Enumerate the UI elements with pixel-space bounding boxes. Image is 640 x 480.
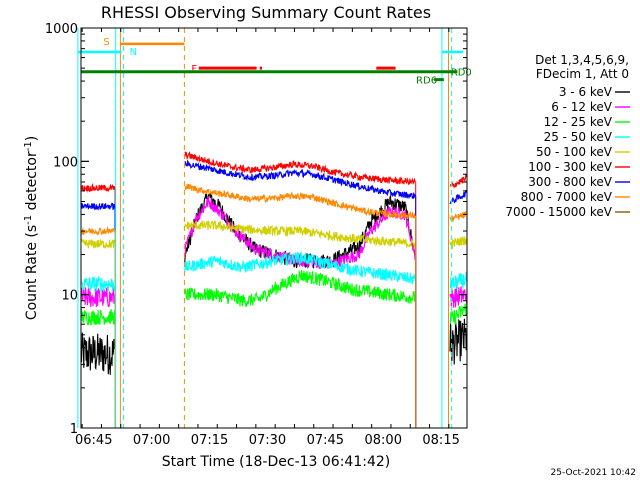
legend: Det 1,3,4,5,6,9, FDecim 1, Att 0 3 - 6 k… (505, 53, 630, 219)
legend-label-6-12-kev: 6 - 12 keV (551, 100, 613, 114)
series-line-25-50-kev (449, 271, 468, 291)
y-axis-title-part: detector (24, 151, 40, 215)
legend-label-100-300-kev: 100 - 300 keV (528, 160, 612, 174)
series-line-50-100-kev (184, 218, 417, 249)
series-line-100-300-kev (184, 151, 416, 185)
legend-label-50-100-kev: 50 - 100 keV (536, 145, 613, 159)
series-line-300-800-kev (184, 159, 417, 199)
legend-label-25-50-kev: 25 - 50 keV (544, 130, 613, 144)
plot-frame (80, 27, 468, 429)
y-tick-label: 1 (70, 422, 78, 437)
x-tick-label: 07:45 (307, 433, 344, 448)
series-line-3-6-kev (80, 332, 116, 375)
legend-label-300-800-kev: 300 - 800 keV (528, 175, 612, 189)
y-axis-title-part: Count Rate (s (24, 225, 40, 320)
marker-layer (77, 28, 453, 428)
series-layer (80, 151, 468, 428)
y-axis-title-exponent: -1 (23, 215, 34, 225)
legend-header-line: FDecim 1, Att 0 (536, 67, 629, 81)
series-line-25-50-kev (80, 275, 116, 293)
flag-label-rd0: RD0 (451, 68, 472, 79)
y-axis-title: Count Rate (s-1 detector-1) (23, 136, 40, 320)
series-line-800-7000-kev (449, 211, 468, 222)
series-line-300-800-kev (449, 189, 468, 205)
legend-label-800-7000-kev: 800 - 7000 keV (521, 190, 613, 204)
y-axis-title-exponent: -1 (23, 141, 34, 151)
flag-layer: S N F RD0 RD6 (77, 37, 472, 87)
x-tick-label: 07:00 (133, 433, 170, 448)
series-line-6-12-kev (80, 287, 116, 308)
series-line-3-6-kev (449, 318, 468, 365)
series-line-50-100-kev (80, 238, 116, 250)
series-line-6-12-kev (449, 286, 468, 308)
series-line-50-100-kev (449, 236, 468, 251)
series-line-25-50-kev (184, 251, 416, 285)
y-axis-title-part: ) (24, 136, 40, 141)
flag-label-rd6: RD6 (416, 76, 437, 87)
x-tick-label: 08:00 (365, 433, 402, 448)
series-line-100-300-kev (80, 182, 116, 193)
legend-header-line: Det 1,3,4,5,6,9, (535, 53, 629, 67)
timestamp-stamp: 25-Oct-2021 10:42 (551, 468, 636, 478)
series-line-800-7000-kev (80, 226, 116, 237)
x-tick-label: 07:30 (249, 433, 286, 448)
series-line-12-25-kev (184, 269, 417, 308)
series-line-300-800-kev (80, 202, 116, 211)
series-line-12-25-kev (80, 308, 116, 326)
series-line-100-300-kev (449, 173, 468, 189)
series-line-800-7000-kev (184, 183, 416, 221)
y-tick-label: 100 (53, 155, 78, 170)
legend-label-7000-15000-kev: 7000 - 15000 keV (505, 205, 612, 219)
chart-title: RHESSI Observing Summary Count Rates (101, 3, 431, 22)
series-line-12-25-kev (449, 303, 468, 325)
y-tick-label: 10 (61, 289, 78, 304)
x-tick-label: 07:15 (191, 433, 228, 448)
flag-label-s: S (103, 37, 109, 48)
legend-label-12-25-kev: 12 - 25 keV (544, 115, 613, 129)
flag-label-n: N (130, 47, 137, 58)
x-tick-label: 06:45 (75, 433, 112, 448)
x-tick-label: 08:15 (422, 433, 459, 448)
axis-layer: 1 10 100 1000 06:45 07:00 07:15 07:30 07:45 08:00… (45, 22, 467, 448)
legend-label-3-6-kev: 3 - 6 keV (559, 85, 613, 99)
y-tick-label: 1000 (45, 22, 78, 37)
x-axis-title: Start Time (18-Dec-13 06:41:42) (162, 454, 390, 470)
flag-label-f: F (191, 64, 197, 75)
